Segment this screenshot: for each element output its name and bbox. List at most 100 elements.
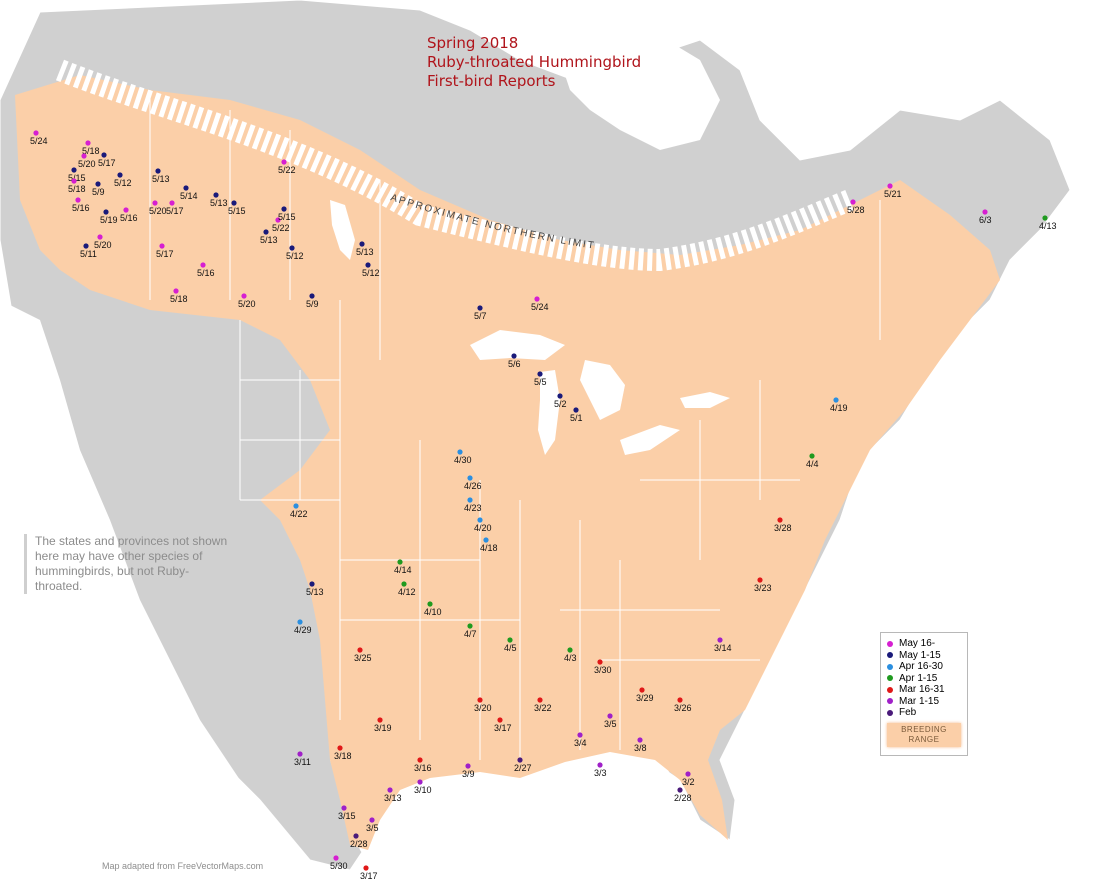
report-dot bbox=[281, 159, 287, 165]
report-date-label: 3/2 bbox=[682, 777, 695, 787]
report-date-label: 3/5 bbox=[604, 719, 617, 729]
report-dot bbox=[577, 732, 583, 738]
report-dot bbox=[123, 207, 129, 213]
legend-label: Mar 16-31 bbox=[899, 684, 945, 696]
report-date-label: 5/20 bbox=[78, 159, 96, 169]
report-date-label: 6/3 bbox=[979, 215, 992, 225]
report-dot bbox=[341, 805, 347, 811]
report-date-label: 5/30 bbox=[330, 861, 348, 871]
report-dot bbox=[85, 140, 91, 146]
map-title: Spring 2018 Ruby-throated Hummingbird Fi… bbox=[427, 34, 641, 91]
report-dot bbox=[275, 217, 281, 223]
report-date-label: 5/16 bbox=[72, 203, 90, 213]
report-date-label: 5/15 bbox=[228, 206, 246, 216]
report-dot bbox=[173, 288, 179, 294]
range-note: The states and provinces not shown here … bbox=[24, 534, 235, 594]
report-dot bbox=[534, 296, 540, 302]
report-date-label: 3/29 bbox=[636, 693, 654, 703]
report-dot bbox=[363, 865, 369, 871]
report-date-label: 5/15 bbox=[278, 212, 296, 222]
legend-item: Feb bbox=[887, 707, 961, 719]
legend-label: Feb bbox=[899, 707, 917, 719]
report-dot bbox=[597, 762, 603, 768]
report-date-label: 5/14 bbox=[180, 191, 198, 201]
report-date-label: 5/24 bbox=[30, 136, 48, 146]
lake-superior bbox=[470, 330, 565, 360]
report-dot bbox=[309, 293, 315, 299]
report-dot bbox=[103, 209, 109, 215]
report-date-label: 5/17 bbox=[166, 206, 184, 216]
report-dot bbox=[511, 353, 517, 359]
report-dot bbox=[369, 817, 375, 823]
report-dot bbox=[677, 697, 683, 703]
title-line-3: First-bird Reports bbox=[427, 72, 556, 90]
report-date-label: 3/25 bbox=[354, 653, 372, 663]
legend-item: Apr 16-30 bbox=[887, 661, 961, 673]
report-date-label: 3/30 bbox=[594, 665, 612, 675]
atlantic-ocean bbox=[740, 240, 1100, 880]
breeding-range-swatch: BREEDING RANGE bbox=[887, 722, 961, 747]
report-dot bbox=[33, 130, 39, 136]
report-dot bbox=[467, 475, 473, 481]
report-dot bbox=[639, 687, 645, 693]
report-date-label: 2/28 bbox=[350, 839, 368, 849]
report-dot bbox=[401, 581, 407, 587]
report-dot bbox=[417, 779, 423, 785]
report-dot bbox=[887, 183, 893, 189]
report-date-label: 5/22 bbox=[278, 165, 296, 175]
report-date-label: 5/18 bbox=[68, 184, 86, 194]
legend-dot bbox=[887, 663, 893, 670]
report-dot bbox=[95, 181, 101, 187]
hudson-bay bbox=[560, 30, 720, 150]
report-dot bbox=[427, 601, 433, 607]
report-dot bbox=[337, 745, 343, 751]
report-dot bbox=[117, 172, 123, 178]
report-dot bbox=[213, 192, 219, 198]
report-date-label: 5/21 bbox=[884, 189, 902, 199]
report-date-label: 4/7 bbox=[464, 629, 477, 639]
report-dot bbox=[231, 200, 237, 206]
report-date-label: 5/12 bbox=[114, 178, 132, 188]
report-dot bbox=[477, 697, 483, 703]
report-date-label: 5/24 bbox=[531, 302, 549, 312]
report-date-label: 5/13 bbox=[260, 235, 278, 245]
lake-erie bbox=[620, 425, 680, 455]
report-date-label: 3/10 bbox=[414, 785, 432, 795]
report-dot bbox=[777, 517, 783, 523]
report-dot bbox=[607, 713, 613, 719]
report-date-label: 3/5 bbox=[366, 823, 379, 833]
report-dot bbox=[757, 577, 763, 583]
report-dots: 5/245/185/175/205/15 5/12 5/135/18 5/95/165… bbox=[30, 130, 1057, 880]
report-dot bbox=[159, 243, 165, 249]
report-dot bbox=[497, 717, 503, 723]
report-dot bbox=[567, 647, 573, 653]
legend-label: May 1-15 bbox=[899, 649, 941, 661]
report-dot bbox=[477, 517, 483, 523]
legend-items: May 16- May 1-15 Apr 16-30 Apr 1-15 Mar 16-3… bbox=[887, 638, 961, 719]
report-dot bbox=[507, 637, 513, 643]
lake-ontario bbox=[680, 392, 730, 408]
report-date-label: 3/14 bbox=[714, 643, 732, 653]
legend-item: Apr 1-15 bbox=[887, 673, 961, 685]
report-dot bbox=[297, 619, 303, 625]
report-dot bbox=[81, 153, 87, 159]
report-date-label: 4/26 bbox=[464, 481, 482, 491]
report-date-label: 4/5 bbox=[504, 643, 517, 653]
report-dot bbox=[289, 245, 295, 251]
report-date-label: 3/3 bbox=[594, 768, 607, 778]
report-dot bbox=[457, 449, 463, 455]
legend-label: Apr 16-30 bbox=[899, 661, 943, 673]
report-dot bbox=[637, 737, 643, 743]
pacific-ocean bbox=[0, 300, 320, 880]
report-date-label: 3/11 bbox=[294, 757, 311, 767]
report-dot bbox=[353, 833, 359, 839]
legend-item: May 1-15 bbox=[887, 650, 961, 662]
report-dot bbox=[557, 393, 563, 399]
report-dot bbox=[83, 243, 89, 249]
report-dot bbox=[982, 209, 988, 215]
legend-dot bbox=[887, 698, 893, 705]
report-date-label: 4/19 bbox=[830, 403, 848, 413]
legend-item: Mar 16-31 bbox=[887, 684, 961, 696]
report-date-label: 5/12 bbox=[286, 251, 304, 261]
